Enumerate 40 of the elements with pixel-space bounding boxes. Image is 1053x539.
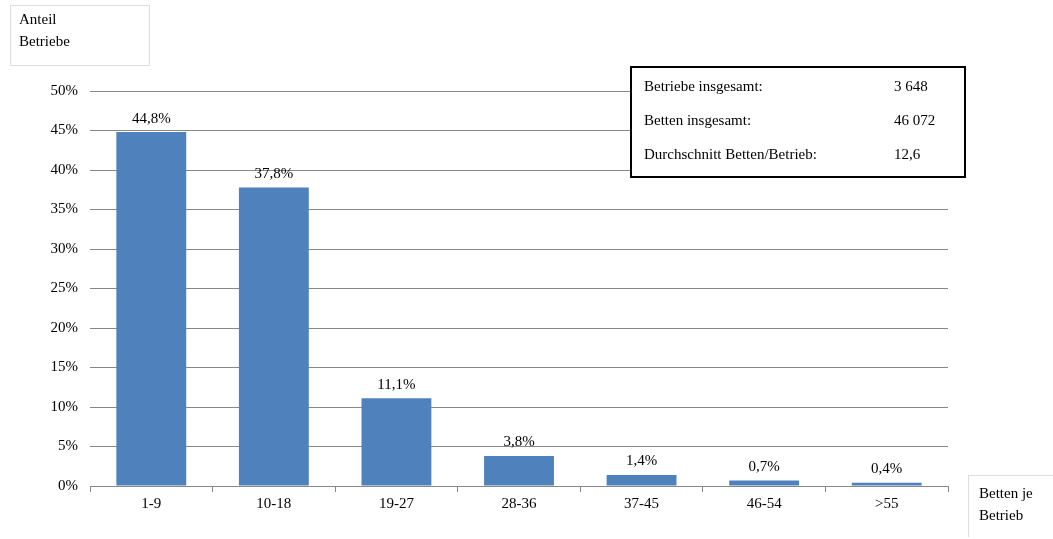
x-tick-label: 1-9 (141, 494, 162, 511)
x-tick-label: 19-27 (378, 494, 415, 511)
data-label: 1,4% (625, 452, 658, 469)
annotation: 3 648 (894, 77, 929, 96)
data-label: 44,8% (131, 109, 171, 126)
data-label: 0,7% (748, 457, 780, 474)
y-tick-label: 40% (50, 160, 78, 177)
x-tick-label: 28-36 (501, 494, 537, 511)
y-tick-label: 45% (50, 121, 78, 138)
annotation: 46 072 (894, 111, 937, 130)
bar (116, 132, 187, 486)
bar (238, 187, 309, 486)
annotation: Betriebe insgesamt: (644, 77, 764, 96)
y-axis-title: Anteil Betriebe (10, 5, 150, 66)
x-tick-label: >55 (874, 494, 899, 511)
annotation: Durchschnitt Betten/Betrieb: (644, 145, 818, 164)
data-label: 3,8% (503, 433, 535, 450)
x-axis-title: Betten je Betrieb (968, 475, 1053, 537)
bar (606, 474, 677, 486)
y-tick-label: 5% (58, 437, 78, 454)
y-tick-label: 0% (58, 476, 78, 493)
data-label: 0,4% (871, 460, 903, 477)
data-label: 11,1% (377, 375, 416, 392)
x-tick-label: 46-54 (746, 494, 783, 511)
y-tick-label: 35% (50, 200, 78, 217)
annotation: Betten insgesamt: (644, 111, 753, 130)
y-tick-label: 15% (50, 358, 78, 375)
x-tick-label: 10-18 (256, 494, 292, 511)
bar (729, 480, 800, 486)
y-tick-label: 20% (50, 318, 78, 335)
y-tick-label: 50% (50, 81, 78, 98)
bar (851, 482, 922, 486)
y-tick-label: 30% (50, 239, 78, 256)
y-tick-label: 25% (50, 279, 78, 296)
data-label: 37,8% (254, 164, 294, 181)
annotation: 12,6 (894, 145, 922, 164)
x-tick-label: 37-45 (624, 494, 660, 511)
y-tick-label: 10% (50, 397, 78, 414)
bar (361, 398, 432, 486)
bar (484, 455, 554, 486)
